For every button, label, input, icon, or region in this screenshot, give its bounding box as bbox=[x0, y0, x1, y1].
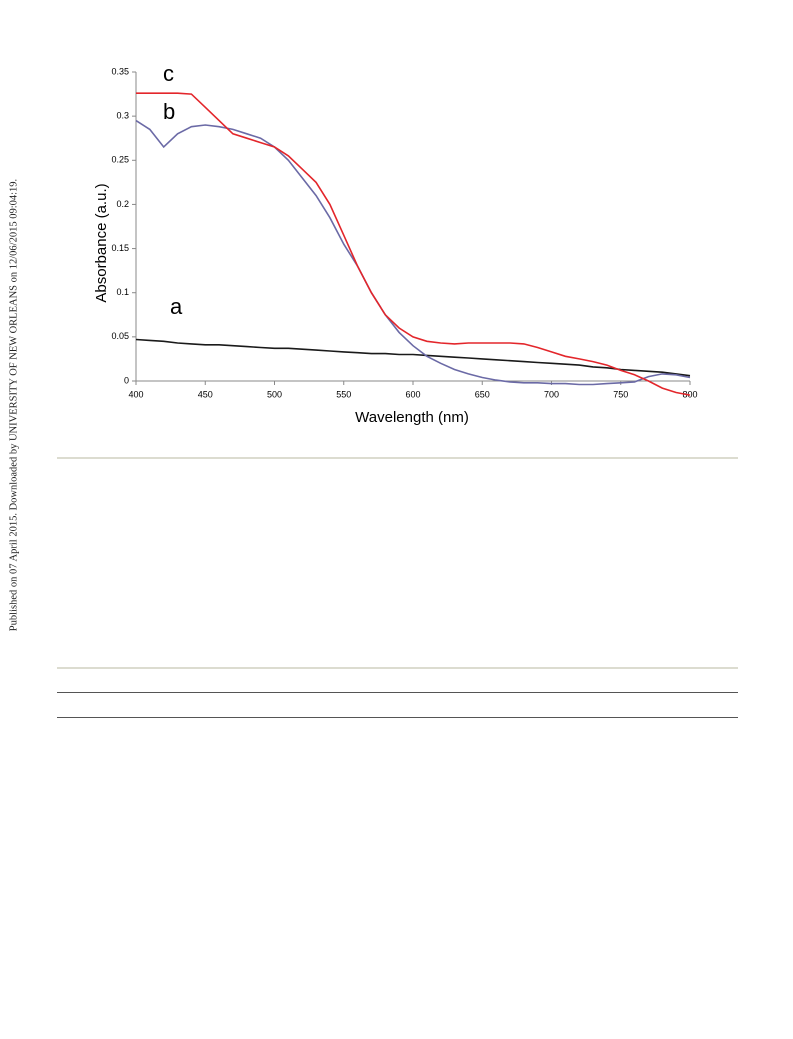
y-tick-label: 0.1 bbox=[116, 287, 129, 297]
series-label: c bbox=[163, 61, 174, 86]
series-line bbox=[135, 338, 691, 377]
series-label: a bbox=[170, 294, 183, 319]
rule bbox=[57, 667, 738, 669]
x-tick-label: 650 bbox=[475, 389, 490, 399]
x-tick-label: 400 bbox=[128, 389, 143, 399]
x-tick-label: 550 bbox=[336, 389, 351, 399]
y-tick-label: 0.25 bbox=[111, 155, 129, 165]
x-tick-label: 450 bbox=[198, 389, 213, 399]
y-tick-label: 0.3 bbox=[116, 111, 129, 121]
series-label: b bbox=[163, 99, 175, 124]
rule bbox=[57, 692, 738, 693]
y-tick-label: 0.05 bbox=[111, 331, 129, 341]
y-tick-label: 0 bbox=[124, 375, 129, 385]
y-axis-title: Absorbance (a.u.) bbox=[93, 183, 110, 302]
series-line bbox=[136, 92, 691, 396]
rule bbox=[57, 457, 738, 459]
y-tick-label: 0.2 bbox=[116, 199, 129, 209]
x-axis-title: Wavelength (nm) bbox=[355, 409, 469, 426]
chart: Wavelength (nm) Absorbance (a.u.) 0 0.05 0… bbox=[93, 61, 698, 426]
x-tick-label: 500 bbox=[267, 389, 282, 399]
x-tick-label: 750 bbox=[613, 389, 628, 399]
x-tick-label: 600 bbox=[405, 389, 420, 399]
x-tick-label: 700 bbox=[544, 389, 559, 399]
y-tick-label: 0.15 bbox=[111, 243, 129, 253]
y-tick-label: 0.35 bbox=[111, 66, 129, 76]
rule bbox=[57, 717, 738, 718]
